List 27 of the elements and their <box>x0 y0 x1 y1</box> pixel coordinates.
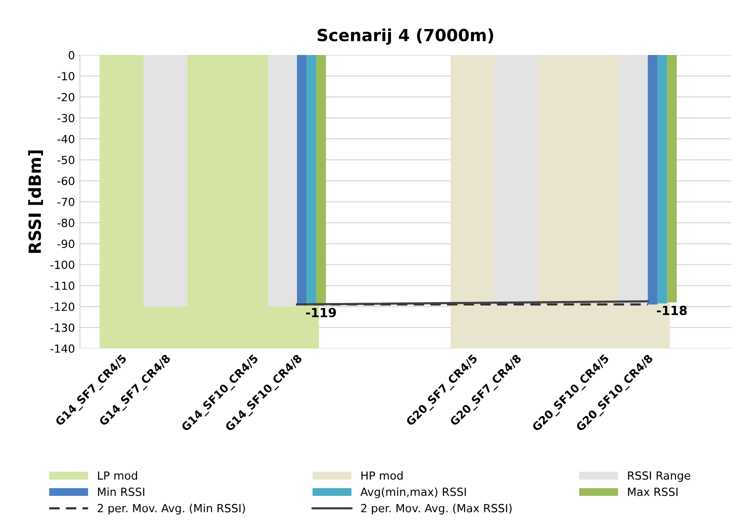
y-tick-label: -140 <box>50 344 74 353</box>
y-tick-label: -50 <box>57 156 74 164</box>
legend-label: HP mod <box>361 471 403 480</box>
legend-label: RSSI Range <box>628 471 690 482</box>
y-tick-label: -110 <box>50 282 74 290</box>
legend-label: Max RSSI <box>628 488 678 496</box>
y-tick-label: -10 <box>57 72 74 80</box>
y-tick-label: -30 <box>57 114 74 122</box>
data-label: -118 <box>656 306 687 316</box>
y-tick-label: 0 <box>68 50 74 60</box>
y-tick-label: -80 <box>57 218 74 228</box>
y-tick-label: -20 <box>57 92 74 102</box>
legend-label: 2 per. Mov. Avg. (Max RSSI) <box>361 504 512 514</box>
y-axis-title: RSSI [dBm] <box>28 150 44 253</box>
y-tick-label: -40 <box>57 134 74 144</box>
y-tick-label: -130 <box>50 323 74 332</box>
y-tick-label: -90 <box>57 240 74 248</box>
y-tick-label: -100 <box>50 260 74 269</box>
legend-label: 2 per. Mov. Avg. (Min RSSI) <box>98 504 245 514</box>
chart-title: Scenarij 4 (7000m) <box>318 28 494 45</box>
y-tick-label: -70 <box>57 198 74 206</box>
legend-label: Min RSSI <box>98 487 144 496</box>
data-label: -119 <box>306 308 336 318</box>
legend-label: LP mod <box>98 471 138 480</box>
y-tick-label: -60 <box>57 176 74 186</box>
y-tick-label: -120 <box>50 302 74 311</box>
legend-label: Avg(min,max) RSSI <box>360 487 466 498</box>
